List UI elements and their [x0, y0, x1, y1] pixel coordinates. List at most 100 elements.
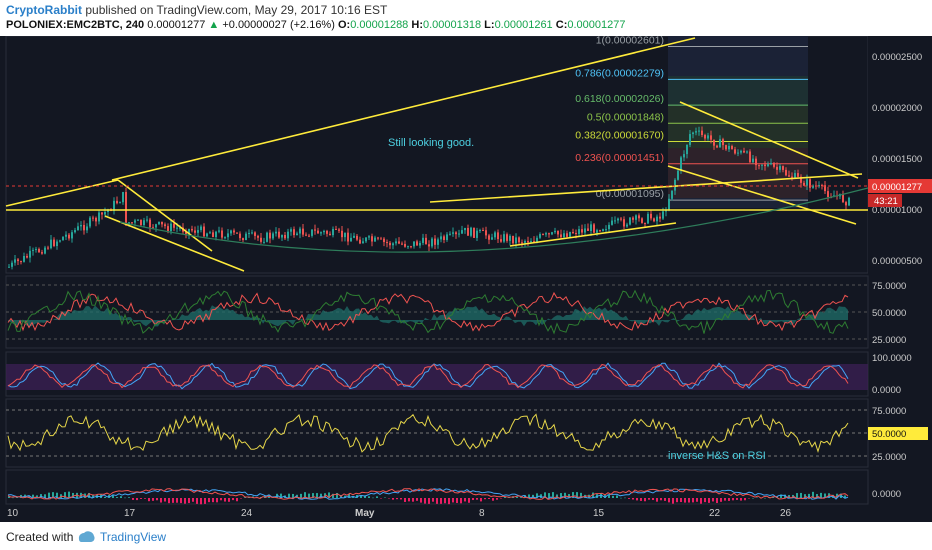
candle-body [257, 235, 259, 238]
macd-histogram-bar [772, 496, 774, 498]
macd-histogram-bar [736, 498, 738, 500]
candle-body [437, 239, 439, 245]
candle-body [374, 237, 376, 242]
macd-histogram-bar [280, 493, 282, 498]
candle-body [434, 238, 436, 245]
candle-body [797, 173, 799, 177]
macd-histogram-bar [128, 497, 130, 498]
macd-histogram-bar [444, 498, 446, 504]
time-axis[interactable]: 10 17 24 May 8 15 22 26 [0, 506, 868, 522]
candle-body [794, 173, 796, 178]
channel-top [429, 173, 863, 203]
candle-body [431, 238, 433, 247]
candle-body [668, 198, 670, 211]
candle-body [428, 244, 430, 247]
candle-body [218, 230, 220, 232]
candle-body [728, 145, 730, 150]
macd-histogram-bar [92, 495, 94, 498]
candle-body [818, 184, 820, 187]
macd-histogram-bar [740, 498, 742, 501]
candle-body [362, 241, 364, 244]
candle-body [764, 164, 766, 167]
candle-body [329, 233, 331, 236]
candle-body [443, 236, 445, 240]
moving-average [119, 187, 869, 253]
trendlines[interactable] [5, 37, 868, 272]
candle-body [323, 230, 325, 233]
candle-body [278, 231, 280, 238]
candle-body [497, 232, 499, 240]
candle-body [92, 217, 94, 219]
rsi-pane[interactable]: inverse H&S on RSI 75.0000 50.0000 25.00… [5, 398, 928, 468]
open-label: O: [337, 19, 351, 31]
candle-body [32, 249, 34, 251]
macd-histogram-bar [300, 493, 302, 498]
candle-body [608, 224, 610, 230]
candle-body [449, 233, 451, 235]
tradingview-link[interactable]: TradingView [100, 530, 167, 544]
candle-body [74, 230, 76, 233]
macd-histogram-bar [720, 498, 722, 502]
macd-pane[interactable]: 0.0000 [5, 469, 901, 505]
macd-histogram-bar [212, 498, 214, 503]
candle-body [305, 234, 307, 236]
candle-body [62, 236, 64, 241]
candle-body [455, 232, 457, 235]
candle-body [713, 139, 715, 146]
low-label: L: [484, 19, 495, 31]
falling-support [667, 165, 857, 225]
candle-body [11, 262, 13, 267]
author-link[interactable]: CryptoRabbit [6, 3, 82, 17]
macd-histogram-bar [352, 496, 354, 498]
candle-body [311, 229, 313, 236]
macd-histogram-bar [812, 491, 814, 498]
candle-body [647, 213, 649, 224]
candle-body [407, 246, 409, 248]
macd-histogram-bar [592, 492, 594, 498]
candle-body [401, 243, 403, 245]
macd-histogram-bar [764, 497, 766, 499]
candle-body [122, 192, 124, 203]
candle-body [410, 246, 412, 248]
candle-body [614, 220, 616, 222]
candle-body [773, 163, 775, 167]
candle-body [605, 229, 607, 231]
main-pane[interactable]: 1(0.00002601) 0.786(0.00002279) 0.618(0.00… [5, 36, 869, 274]
macd-histogram-bar [536, 493, 538, 498]
macd-histogram-bar [608, 494, 610, 498]
candle-body [290, 229, 292, 232]
candle-body [284, 234, 286, 239]
macd-histogram-bar [744, 498, 746, 501]
candle-body [125, 192, 127, 226]
candle-body [137, 219, 139, 221]
macd-histogram-bar [48, 492, 50, 498]
macd-histogram-bar [192, 498, 194, 502]
candle-body [746, 151, 748, 153]
price-axis[interactable]: 0.00002500 0.00002000 0.00001500 0.00001000… [868, 36, 932, 522]
countdown-badge [868, 194, 902, 207]
oscillator-pane-2[interactable]: 100.0000 0.0000 [5, 351, 912, 397]
price-chart[interactable]: 1(0.00002601) 0.786(0.00002279) 0.618(0.00… [0, 36, 932, 522]
candle-body [206, 233, 208, 237]
publish-info: published on TradingView.com, May 29, 20… [85, 3, 388, 17]
macd-histogram-bar [436, 498, 438, 504]
macd-histogram-bar [664, 498, 666, 501]
macd-histogram-bar [236, 498, 238, 502]
macd-histogram-bar [472, 498, 474, 501]
macd-histogram-bar [500, 498, 502, 499]
macd-histogram-bar [296, 494, 298, 498]
candle-body [149, 219, 151, 228]
macd-histogram-bar [396, 498, 398, 500]
macd-histogram-bar [716, 498, 718, 504]
macd-histogram-bar [8, 496, 10, 498]
rsi-value-badge [868, 427, 928, 440]
candle-body [692, 132, 694, 135]
macd-histogram-bar [468, 498, 470, 503]
candle-body [425, 237, 427, 245]
candle-body [440, 236, 442, 240]
candle-body [236, 232, 238, 234]
macd-histogram-bar [408, 498, 410, 502]
price-tick-2: 0.00001500 [872, 154, 922, 165]
symbol-label[interactable]: POLONIEX:EMC2BTC, 240 [6, 19, 145, 31]
oscillator-pane-1[interactable]: 75.0000 50.0000 25.0000 [5, 275, 906, 349]
